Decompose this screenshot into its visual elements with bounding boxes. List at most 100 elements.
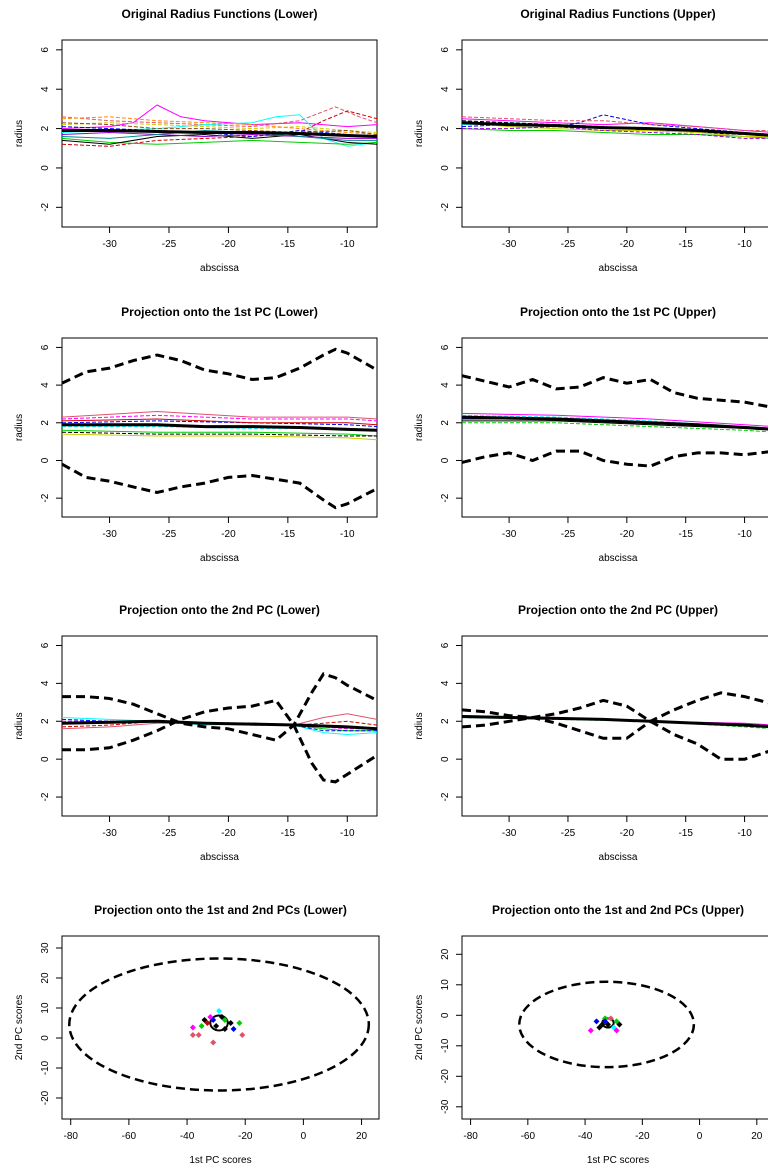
chart-panel-4: Projection onto the 1st PC (Upper) -30 -25… [414, 305, 768, 564]
y-tick-label: 6 [40, 47, 51, 53]
y-axis-label: radius [14, 414, 25, 441]
y-tick-label: 6 [440, 642, 451, 648]
y-tick-label: 0 [40, 457, 51, 463]
plot-area [462, 691, 768, 761]
scatter-point [198, 1023, 205, 1029]
scatter-point [213, 1023, 220, 1029]
x-tick-label: -30 [502, 828, 517, 839]
mean-line [62, 423, 377, 432]
series-line [62, 720, 377, 728]
x-tick-label: -20 [221, 239, 236, 250]
x-tick-label: -20 [620, 239, 635, 250]
x-tick-label: 0 [697, 1131, 703, 1142]
y-tick-label: 0 [40, 165, 51, 171]
y-tick-label: 4 [440, 382, 451, 388]
x-tick-label: -25 [162, 828, 177, 839]
series-line [62, 110, 377, 147]
plot-frame [61, 337, 378, 518]
plot-frame [61, 635, 378, 817]
mean-line [62, 719, 377, 731]
chart-title: Projection onto the 1st PC (Lower) [121, 305, 318, 319]
x-tick-label: -20 [635, 1131, 650, 1142]
x-tick-label: 20 [356, 1131, 368, 1142]
x-axis-label: abscissa [599, 852, 638, 863]
chart-panel-2: Original Radius Functions (Upper) -30 -25 -… [414, 7, 768, 274]
x-axis-label: abscissa [200, 553, 239, 564]
scatter-point [189, 1032, 196, 1038]
chart-panel-7: Projection onto the 1st and 2nd PCs (Low… [14, 903, 380, 1166]
envelope-line [462, 374, 768, 409]
x-tick-label: -15 [678, 828, 693, 839]
scatter-point [613, 1027, 620, 1034]
scatter-point [210, 1039, 217, 1046]
y-tick-label: -20 [440, 1069, 451, 1084]
y-tick-label: 6 [440, 344, 451, 350]
scatter-point [599, 1021, 606, 1028]
x-axis-label: 1st PC scores [189, 1155, 251, 1166]
envelope-line [62, 347, 377, 385]
series-line [62, 433, 377, 441]
x-tick-label: -60 [521, 1131, 536, 1142]
y-tick-label: 2 [40, 125, 51, 131]
series-line [62, 418, 377, 426]
x-tick-label: -30 [102, 828, 117, 839]
y-tick-label: 0 [440, 165, 451, 171]
y-tick-label: -2 [440, 202, 451, 211]
series-line [62, 429, 377, 437]
mean-line [462, 715, 768, 729]
series-line [462, 412, 768, 427]
plot-area [68, 957, 371, 1092]
mean-line [62, 129, 377, 138]
x-axis-label: abscissa [200, 852, 239, 863]
y-tick-label: 30 [40, 942, 51, 954]
confidence-ellipse [517, 980, 696, 1069]
series-line [62, 420, 377, 428]
y-tick-label: 0 [40, 1035, 51, 1041]
x-tick-label: -30 [502, 529, 517, 540]
y-tick-label: -30 [440, 1099, 451, 1114]
scatter-point [216, 1008, 223, 1014]
x-tick-label: -15 [281, 239, 296, 250]
y-tick-label: -2 [440, 493, 451, 502]
plot-area [62, 104, 377, 147]
series-line [62, 133, 377, 145]
y-axis-label: 2nd PC scores [414, 995, 425, 1061]
x-tick-label: -25 [561, 529, 576, 540]
plot-area [517, 980, 696, 1069]
plot-frame [61, 39, 378, 228]
scatter-point [221, 1026, 228, 1032]
scatter-point [189, 1024, 196, 1031]
chart-panel-5: Projection onto the 2nd PC (Lower) -30 -25… [14, 603, 378, 863]
x-axis-label: abscissa [599, 553, 638, 564]
y-tick-label: 0 [40, 756, 51, 762]
scatter-point [607, 1015, 614, 1022]
series-line [462, 122, 768, 137]
y-tick-label: 0 [440, 1012, 451, 1018]
chart-panel-6: Projection onto the 2nd PC (Upper) -30 -25… [414, 603, 768, 863]
y-tick-label: 0 [440, 457, 451, 463]
scatter-point [236, 1020, 243, 1026]
y-tick-label: 2 [40, 420, 51, 426]
y-tick-label: 20 [440, 948, 451, 960]
confidence-ellipse [68, 957, 371, 1092]
x-tick-label: -25 [561, 239, 576, 250]
scatter-point [227, 1020, 234, 1026]
y-tick-label: -10 [440, 1038, 451, 1053]
y-tick-label: -2 [440, 792, 451, 801]
chart-title: Original Radius Functions (Upper) [520, 7, 715, 21]
x-tick-label: -10 [340, 239, 355, 250]
y-tick-label: -2 [40, 202, 51, 211]
x-tick-label: -15 [678, 529, 693, 540]
scatter-point [587, 1027, 594, 1034]
y-tick-label: 0 [440, 756, 451, 762]
x-tick-label: -10 [340, 529, 355, 540]
chart-panel-1: Original Radius Functions (Lower) -30 -25 -… [14, 7, 378, 274]
x-tick-label: -20 [620, 529, 635, 540]
x-tick-label: -25 [162, 529, 177, 540]
x-axis-label: abscissa [599, 263, 638, 274]
x-tick-label: 0 [301, 1131, 307, 1142]
y-axis-label: radius [414, 712, 425, 739]
x-tick-label: -10 [737, 239, 752, 250]
y-tick-label: 2 [440, 718, 451, 724]
